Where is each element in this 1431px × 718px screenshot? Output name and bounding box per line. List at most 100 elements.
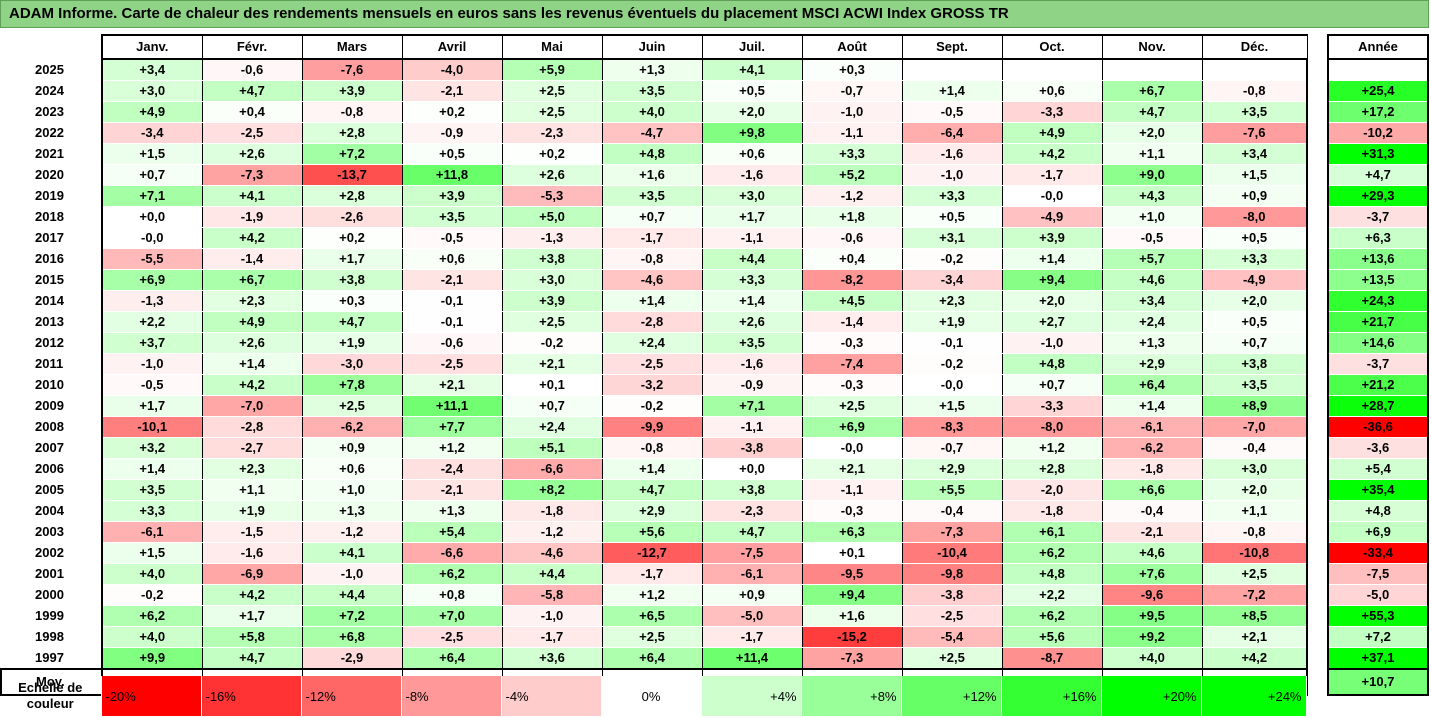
month-return-cell: -0,8 [1202, 521, 1308, 543]
month-return-cell: +4,0 [102, 626, 203, 648]
month-return-cell: +1,8 [802, 206, 903, 228]
month-return-cell: +4,4 [702, 248, 803, 270]
month-return-cell: +3,5 [602, 185, 703, 207]
month-return-cell: -0,3 [802, 374, 903, 396]
month-return-cell: +5,2 [802, 164, 903, 186]
month-return-cell: +2,7 [1002, 311, 1103, 333]
month-return-cell: +2,5 [502, 101, 603, 123]
month-return-cell: +6,3 [802, 521, 903, 543]
legend-label-line1: Echelle de [18, 680, 83, 695]
month-return-cell: +0,5 [1202, 311, 1308, 333]
month-return-cell: -1,1 [702, 416, 803, 438]
month-return-cell: +3,5 [702, 332, 803, 354]
average-year-return-cell: +10,7 [1327, 668, 1429, 696]
month-return-cell: -1,4 [802, 311, 903, 333]
month-return-cell: -1,0 [802, 101, 903, 123]
table-row: 2021 +1,5 +2,6 +7,2 +0,5 +0,2 +4,8 +0,6 +3,3 -1,6… [1, 143, 1308, 165]
month-return-cell: -6,1 [702, 563, 803, 585]
month-return-cell: +4,6 [1102, 269, 1203, 291]
month-return-cell: +3,9 [502, 290, 603, 312]
month-return-cell: +2,6 [202, 332, 303, 354]
month-return-cell: +2,6 [502, 164, 603, 186]
month-return-cell: +6,8 [302, 626, 403, 648]
month-return-cell: +2,2 [102, 311, 203, 333]
month-return-cell: +1,2 [402, 437, 503, 459]
month-return-cell [1202, 59, 1308, 81]
year-return-cell: -5,0 [1327, 584, 1429, 606]
month-return-cell: +3,3 [802, 143, 903, 165]
legend-step: -16% [201, 676, 302, 716]
month-return-cell: +4,8 [1002, 563, 1103, 585]
month-return-cell: +1,7 [702, 206, 803, 228]
table-row: 2025 +3,4 -0,6 -7,6 -4,0 +5,9 +1,3 +4,1 +0,3 [1, 59, 1308, 81]
month-return-cell: -3,4 [102, 122, 203, 144]
month-header: Août [802, 34, 903, 60]
row-year-label: 2014 [1, 290, 103, 312]
year-return-cell: -10,2 [1327, 122, 1429, 144]
month-return-cell: +1,1 [202, 479, 303, 501]
month-return-cell: +2,1 [502, 353, 603, 375]
month-return-cell: -9,9 [602, 416, 703, 438]
year-return-cell: +55,3 [1327, 605, 1429, 627]
month-return-cell: +0,6 [402, 248, 503, 270]
month-return-cell: +2,3 [902, 290, 1003, 312]
month-return-cell: +3,1 [902, 227, 1003, 249]
month-return-cell: +3,9 [1002, 227, 1103, 249]
month-return-cell: +1,4 [902, 80, 1003, 102]
month-return-cell: -0,2 [602, 395, 703, 417]
row-year-label: 2000 [1, 584, 103, 606]
month-return-cell: -1,2 [802, 185, 903, 207]
month-return-cell: -2,7 [202, 437, 303, 459]
table-row: 2014 -1,3 +2,3 +0,3 -0,1 +3,9 +1,4 +1,4 +4,5 +2,3… [1, 290, 1308, 312]
legend-step: -4% [501, 676, 602, 716]
month-return-cell: +4,7 [602, 479, 703, 501]
month-return-cell: +4,9 [1002, 122, 1103, 144]
month-return-cell: -0,3 [802, 500, 903, 522]
year-return-cell: -7,5 [1327, 563, 1429, 585]
year-return-cell: +13,6 [1327, 248, 1429, 270]
legend-step: +16% [1001, 676, 1102, 716]
month-return-cell: +3,0 [1202, 458, 1308, 480]
month-return-cell: -2,5 [402, 353, 503, 375]
month-return-cell: +6,7 [1102, 80, 1203, 102]
month-return-cell: +3,3 [702, 269, 803, 291]
month-return-cell: -1,8 [1002, 500, 1103, 522]
month-return-cell: +3,5 [102, 479, 203, 501]
legend-title: Echelle de couleur [0, 676, 102, 716]
month-return-cell: -3,8 [902, 584, 1003, 606]
month-return-cell: +1,4 [1002, 248, 1103, 270]
month-return-cell: +3,5 [602, 80, 703, 102]
row-year-label: 2024 [1, 80, 103, 102]
month-return-cell: -3,2 [602, 374, 703, 396]
table-row: 2007 +3,2 -2,7 +0,9 +1,2 +5,1 -0,8 -3,8 -0,0 -0,7… [1, 437, 1308, 459]
row-year-label: 2023 [1, 101, 103, 123]
month-return-cell: +3,9 [302, 80, 403, 102]
table-row: 2023 +4,9 +0,4 -0,8 +0,2 +2,5 +4,0 +2,0 -1,0 -0,5… [1, 101, 1308, 123]
year-return-cell: -36,6 [1327, 416, 1429, 438]
month-return-cell: +0,0 [102, 206, 203, 228]
year-return-cell: +21,2 [1327, 374, 1429, 396]
month-return-cell: +7,1 [102, 185, 203, 207]
month-return-cell: +6,4 [602, 647, 703, 670]
year-return-cell: -3,7 [1327, 206, 1429, 228]
month-return-cell: -0,2 [502, 332, 603, 354]
month-return-cell: +6,6 [1102, 479, 1203, 501]
month-return-cell: -6,9 [202, 563, 303, 585]
month-return-cell: +2,5 [802, 395, 903, 417]
table-row: 2019 +7,1 +4,1 +2,8 +3,9 -5,3 +3,5 +3,0 -1,2 +3,3… [1, 185, 1308, 207]
month-return-cell: -7,6 [1202, 122, 1308, 144]
month-return-cell: +1,9 [302, 332, 403, 354]
month-return-cell: -3,3 [1002, 101, 1103, 123]
month-return-cell: -0,6 [802, 227, 903, 249]
month-return-cell: +2,4 [602, 332, 703, 354]
month-return-cell: +6,2 [1002, 542, 1103, 564]
month-return-cell: -4,6 [502, 542, 603, 564]
legend-step: +20% [1101, 676, 1202, 716]
table-row: 2020 +0,7 -7,3 -13,7 +11,8 +2,6 +1,6 -1,6 +5,2 -1… [1, 164, 1308, 186]
year-return-cell: +14,6 [1327, 332, 1429, 354]
year-return-cell: +4,8 [1327, 500, 1429, 522]
month-return-cell: -0,0 [902, 374, 1003, 396]
month-return-cell: +1,2 [1002, 437, 1103, 459]
row-year-label: 2002 [1, 542, 103, 564]
year-return-cell: -3,6 [1327, 437, 1429, 459]
